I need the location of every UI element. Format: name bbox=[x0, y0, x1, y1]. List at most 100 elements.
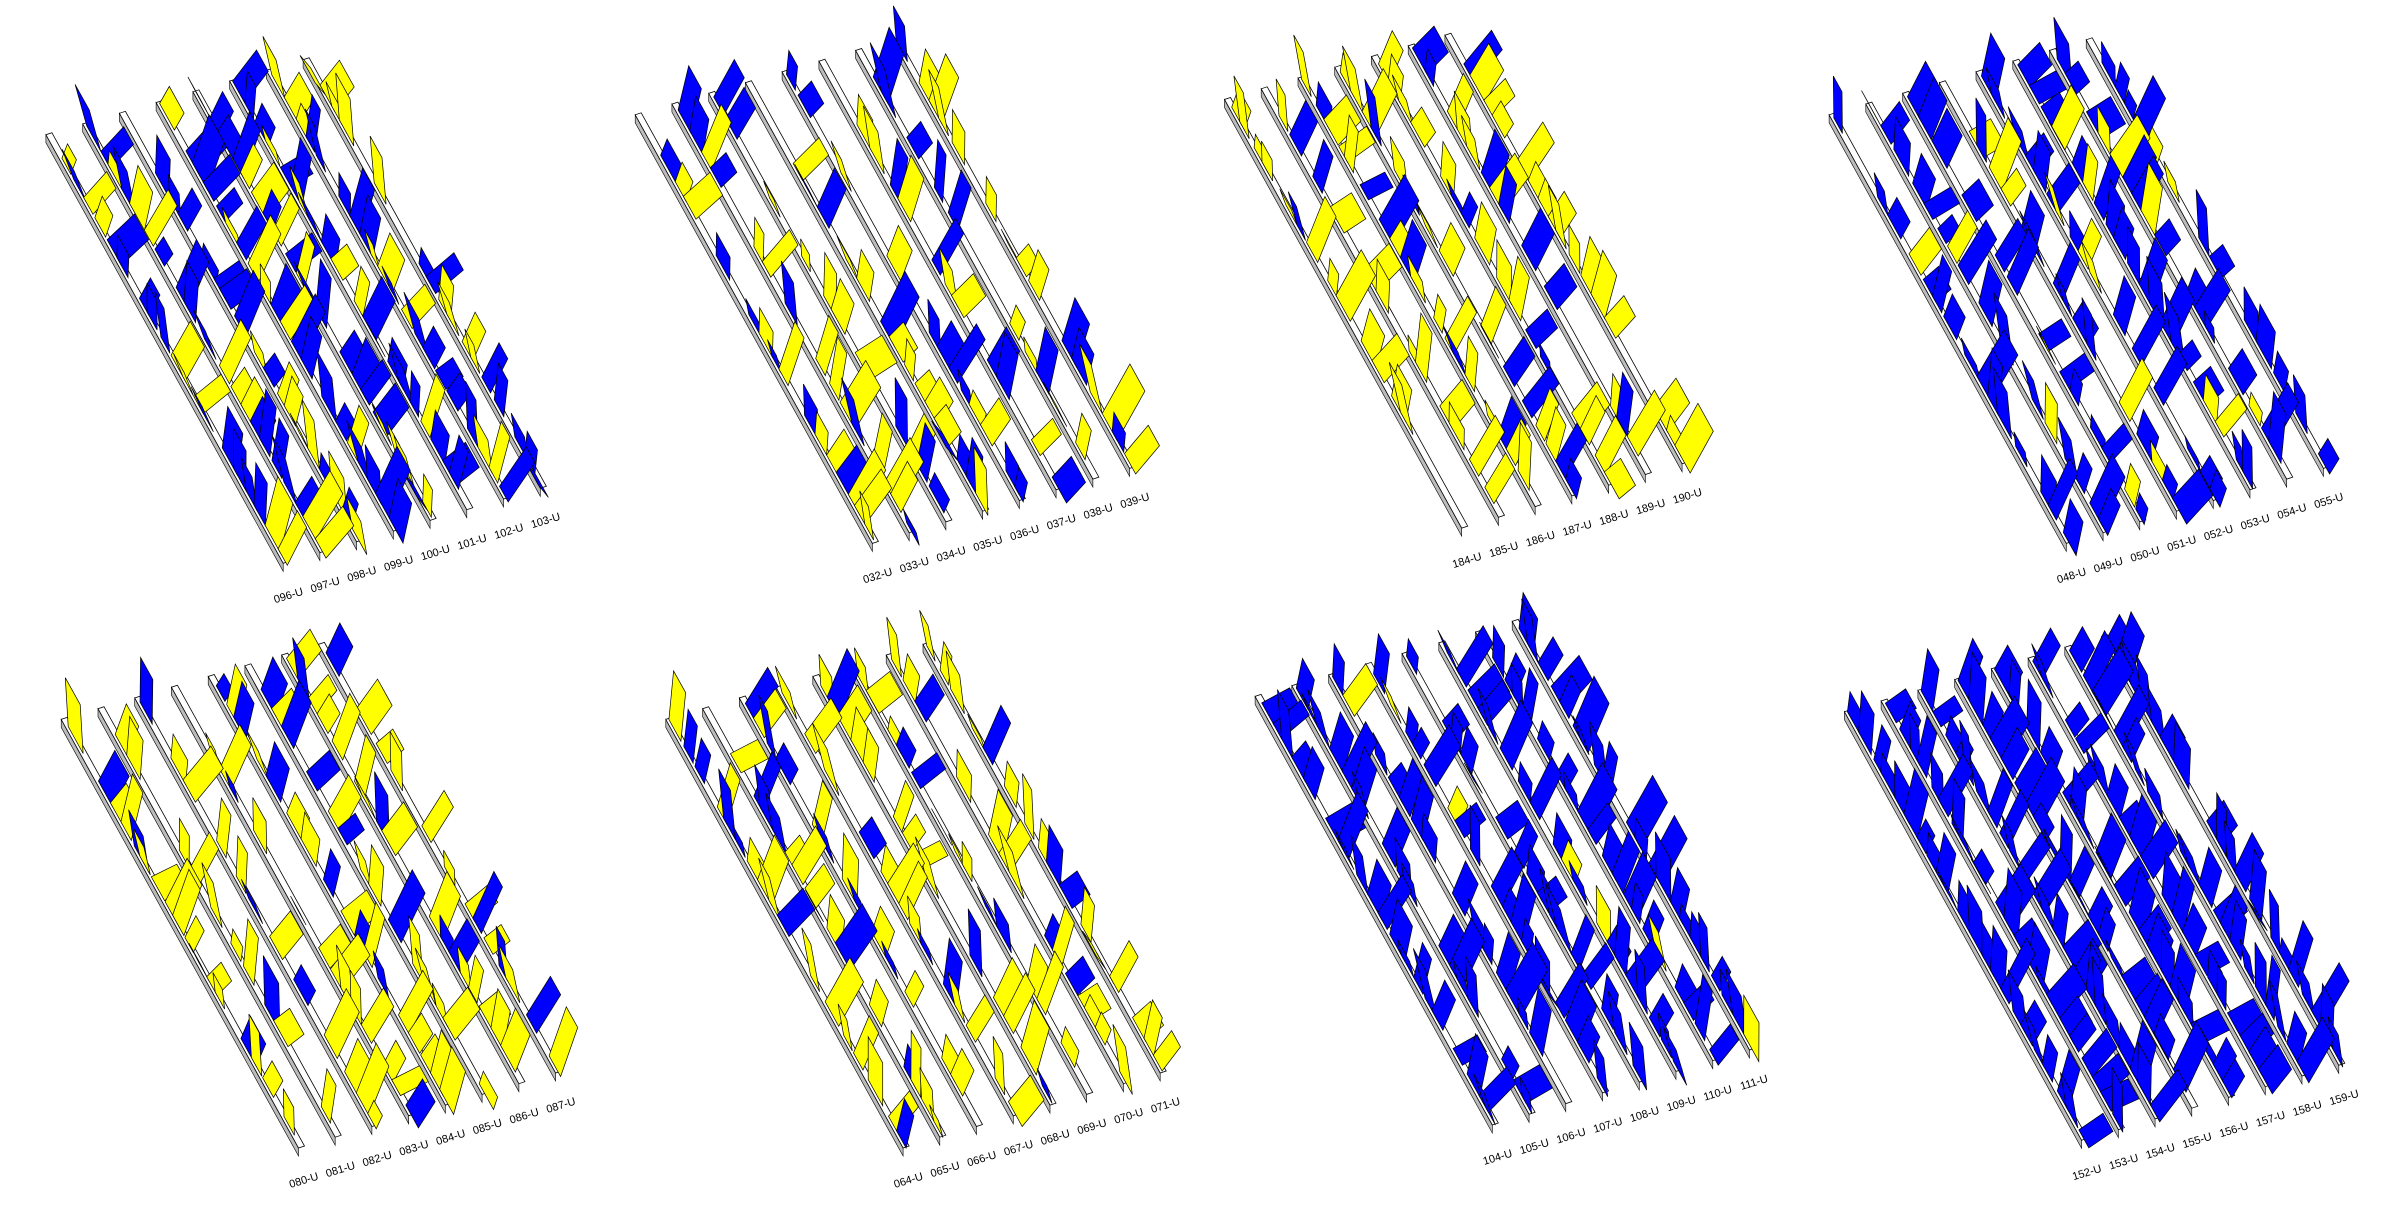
flag bbox=[1469, 42, 1505, 103]
flag bbox=[2007, 106, 2030, 164]
flag bbox=[1380, 677, 1402, 724]
flag bbox=[360, 359, 392, 406]
flag bbox=[293, 963, 316, 1007]
flag bbox=[2041, 1033, 2059, 1084]
flag bbox=[356, 678, 393, 736]
flag bbox=[683, 708, 698, 765]
flag bbox=[338, 171, 351, 219]
flag bbox=[366, 322, 386, 358]
flag bbox=[1968, 651, 1987, 727]
flag bbox=[2135, 491, 2149, 526]
flag bbox=[2020, 999, 2048, 1047]
flag bbox=[2248, 391, 2263, 427]
flag bbox=[792, 137, 830, 182]
lane-label: 054-U bbox=[2276, 502, 2308, 522]
flag bbox=[947, 972, 966, 1023]
flag bbox=[961, 841, 973, 882]
flag bbox=[1410, 106, 1437, 148]
flag bbox=[1537, 636, 1564, 682]
flag bbox=[264, 475, 294, 554]
flag bbox=[1989, 695, 2030, 766]
flag bbox=[1109, 939, 1139, 994]
flag bbox=[2082, 142, 2099, 202]
flag bbox=[2137, 1041, 2152, 1107]
flag bbox=[1045, 823, 1064, 888]
flag bbox=[911, 752, 947, 790]
lane-label: 039-U bbox=[1119, 491, 1151, 511]
flag bbox=[1448, 400, 1465, 452]
flag bbox=[1279, 188, 1299, 227]
flag bbox=[1510, 872, 1537, 946]
flag bbox=[64, 677, 84, 754]
flag bbox=[2111, 1067, 2124, 1133]
flag bbox=[1094, 1011, 1112, 1046]
flag bbox=[116, 233, 130, 279]
flag bbox=[472, 413, 493, 474]
lane-label: 050-U bbox=[2129, 545, 2161, 565]
flag bbox=[1473, 1074, 1496, 1126]
flag bbox=[2112, 274, 2137, 337]
flag bbox=[388, 477, 413, 545]
flag bbox=[409, 369, 421, 419]
flag bbox=[271, 417, 290, 480]
flag bbox=[1388, 362, 1414, 435]
flag bbox=[758, 857, 781, 921]
flag bbox=[2085, 96, 2127, 140]
lane-label: 068-U bbox=[1039, 1128, 1071, 1148]
flag bbox=[1009, 304, 1026, 342]
flag bbox=[1415, 311, 1433, 384]
lane-label: 187-U bbox=[1561, 519, 1593, 539]
flag bbox=[221, 207, 242, 251]
lane-label: 153-U bbox=[2108, 1152, 2140, 1172]
flag bbox=[1537, 719, 1555, 762]
flag bbox=[206, 961, 233, 997]
flag bbox=[2233, 831, 2265, 893]
lane-label: 111-U bbox=[1739, 1073, 1770, 1093]
flag bbox=[252, 797, 268, 855]
flag bbox=[948, 323, 986, 384]
lane-label: 052-U bbox=[2203, 523, 2235, 543]
flag bbox=[347, 404, 370, 462]
flag bbox=[1662, 1026, 1688, 1086]
flag bbox=[841, 377, 865, 447]
flag bbox=[2077, 217, 2102, 270]
flag bbox=[2068, 845, 2095, 900]
flag bbox=[1920, 647, 1940, 713]
flag bbox=[694, 737, 712, 785]
flag bbox=[910, 1029, 922, 1099]
flag bbox=[448, 917, 480, 975]
flag bbox=[948, 833, 966, 869]
flag bbox=[286, 628, 323, 681]
flag bbox=[1389, 897, 1413, 963]
flag bbox=[1502, 335, 1536, 388]
flag bbox=[824, 956, 864, 1028]
flag bbox=[1908, 226, 1942, 276]
flag bbox=[1592, 1039, 1609, 1097]
flag bbox=[159, 85, 185, 131]
flag bbox=[297, 192, 323, 244]
lane-label: 108-U bbox=[1629, 1105, 1661, 1125]
flag bbox=[1484, 452, 1516, 505]
flag bbox=[240, 457, 258, 512]
flag bbox=[2227, 347, 2258, 396]
flag bbox=[1359, 171, 1394, 201]
lane-label: 190-U bbox=[1671, 486, 1703, 506]
flag bbox=[2075, 712, 2110, 755]
flag bbox=[422, 325, 446, 370]
flag bbox=[2032, 802, 2055, 841]
flag bbox=[265, 740, 290, 804]
flag bbox=[1917, 76, 1948, 141]
flag bbox=[1514, 818, 1539, 870]
flag bbox=[335, 72, 355, 147]
flag bbox=[1022, 773, 1035, 840]
lane-label: 049-U bbox=[2092, 555, 2124, 575]
flag bbox=[1544, 882, 1573, 956]
flag bbox=[2027, 921, 2051, 990]
flag bbox=[2062, 497, 2084, 557]
flag bbox=[837, 1003, 853, 1052]
flag bbox=[2216, 963, 2227, 1012]
lane-label: 154-U bbox=[2144, 1142, 2176, 1162]
flag bbox=[2268, 889, 2281, 954]
flag bbox=[1482, 922, 1495, 966]
